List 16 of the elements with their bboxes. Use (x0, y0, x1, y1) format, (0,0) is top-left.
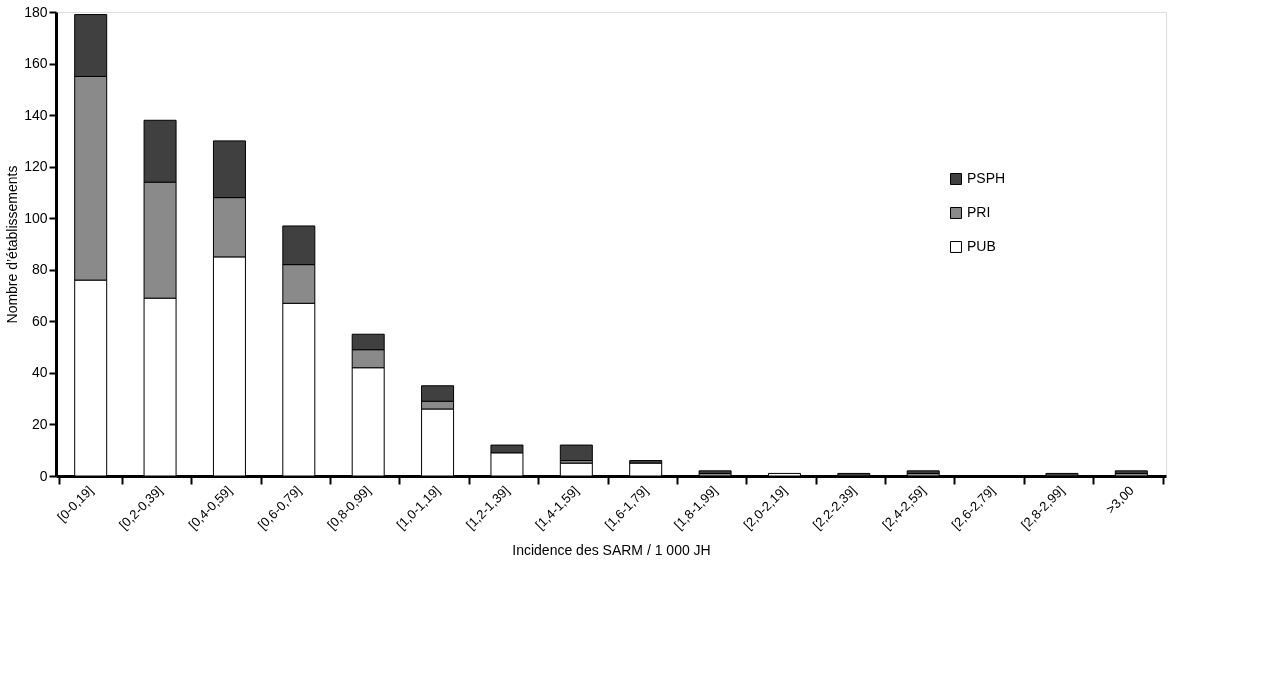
y-tick-label: 160 (24, 55, 48, 72)
y-tick-label: 60 (31, 312, 48, 329)
legend-label: PUB (967, 238, 996, 254)
y-axis-title: Nombre d’établissements (4, 165, 21, 324)
x-axis-title: Incidence des SARM / 1 000 JH (512, 542, 711, 559)
y-tick-label: 20 (31, 415, 48, 432)
bar (559, 444, 593, 462)
y-tick-label: 80 (31, 261, 48, 278)
y-tick-label: 140 (24, 106, 48, 123)
y-tick-label: 180 (24, 3, 48, 20)
legend-label: PRI (967, 204, 991, 220)
y-tick-label: 100 (24, 209, 48, 226)
y-tick-label: 0 (39, 467, 48, 484)
legend-label: PSPH (967, 170, 1006, 186)
y-tick-label: 40 (31, 364, 48, 381)
y-tick-label: 120 (24, 158, 48, 175)
